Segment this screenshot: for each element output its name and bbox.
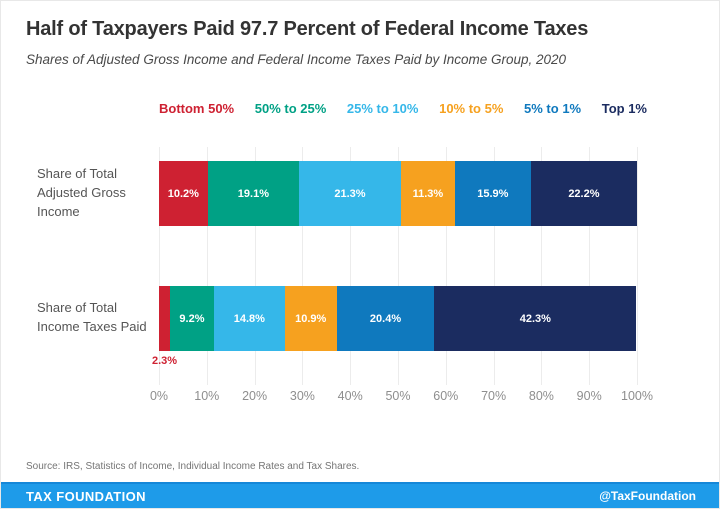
segment-value-label: 42.3%: [519, 312, 551, 325]
gridline: [589, 147, 591, 385]
x-tick-label: 90%: [576, 389, 602, 403]
segment-value-label: 11.3%: [412, 187, 444, 200]
legend-item-6: Top 1%: [601, 101, 647, 116]
plot-gridlines: [159, 147, 638, 385]
bar-segment: 15.9%: [454, 161, 531, 226]
bar-segment: 19.1%: [207, 161, 300, 226]
category-label: Share of Total Income Taxes Paid: [37, 300, 147, 334]
segment-value-label: 22.2%: [568, 187, 600, 200]
bar-segment: 14.8%: [213, 286, 285, 351]
segment-value-label: 21.3%: [334, 187, 366, 200]
gridline: [206, 147, 208, 385]
legend-item-3: 25% to 10%: [346, 101, 419, 116]
gridline: [541, 147, 543, 385]
bar-segment: 20.4%: [336, 286, 435, 351]
bar-segment: 10.2%: [159, 161, 208, 226]
gridline: [445, 147, 447, 385]
segment-value-label-outside: 2.3%: [151, 355, 178, 367]
footer-bar: TAX FOUNDATION @TaxFoundation: [1, 482, 719, 508]
bar-segment: [159, 286, 170, 351]
stacked-bar: 10.2% 19.1% 21.3% 11.3% 15.9% 22.2%: [159, 161, 637, 226]
bar-segment: 21.3%: [299, 161, 401, 226]
twitter-handle: @TaxFoundation: [599, 489, 696, 503]
bar-segment: 9.2%: [169, 286, 214, 351]
gridline: [350, 147, 352, 385]
segment-value-label: 9.2%: [179, 312, 205, 325]
segment-value-label: 15.9%: [477, 187, 509, 200]
legend-item-1: Bottom 50%: [159, 101, 235, 116]
segment-value-label: 19.1%: [237, 187, 269, 200]
x-tick-label: 60%: [433, 389, 459, 403]
x-tick-label: 10%: [194, 389, 220, 403]
gridline: [254, 147, 256, 385]
bar-segment: 11.3%: [400, 161, 455, 226]
segment-value-label: 14.8%: [233, 312, 265, 325]
x-tick-label: 50%: [385, 389, 411, 403]
x-tick-label: 0%: [149, 389, 169, 403]
segment-value-label: 10.2%: [167, 187, 199, 200]
segment-value-label: 10.9%: [295, 312, 327, 325]
gridline: [637, 147, 638, 385]
x-tick-label: 40%: [337, 389, 363, 403]
gridline: [398, 147, 399, 385]
x-tick-label: 70%: [481, 389, 507, 403]
x-tick-label: 100%: [621, 389, 653, 403]
legend-item-4: 10% to 5%: [439, 101, 504, 116]
bar-segment: 22.2%: [530, 161, 637, 226]
brand-logo: TAX FOUNDATION: [26, 488, 146, 504]
chart-title: Half of Taxpayers Paid 97.7 Percent of F…: [26, 18, 589, 40]
chart-subtitle: Shares of Adjusted Gross Income and Fede…: [26, 52, 567, 67]
gridline: [493, 147, 495, 385]
bar-segment: 42.3%: [434, 286, 637, 351]
bar-segment: 10.9%: [284, 286, 337, 351]
legend-item-5: 5% to 1%: [524, 101, 582, 116]
category-label: Share of Total Adjusted Gross Income: [37, 166, 126, 219]
x-tick-label: 30%: [289, 389, 315, 403]
x-tick-label: 20%: [242, 389, 268, 403]
legend: Bottom 50% 50% to 25% 25% to 10% 10% to 5% 5…: [159, 101, 647, 116]
gridline: [302, 147, 304, 385]
x-axis: 0% 10% 20% 30% 40% 50% 60% 70% 80% 90% 100%: [1, 389, 719, 407]
source-note: Source: IRS, Statistics of Income, Indiv…: [26, 461, 360, 472]
x-tick-label: 80%: [528, 389, 554, 403]
stacked-bar: 2.3% 9.2% 14.8% 10.9% 20.4% 42.3%: [152, 286, 637, 367]
segment-value-label: 20.4%: [369, 312, 402, 325]
legend-item-2: 50% to 25%: [254, 101, 327, 116]
gridline: [159, 147, 160, 385]
